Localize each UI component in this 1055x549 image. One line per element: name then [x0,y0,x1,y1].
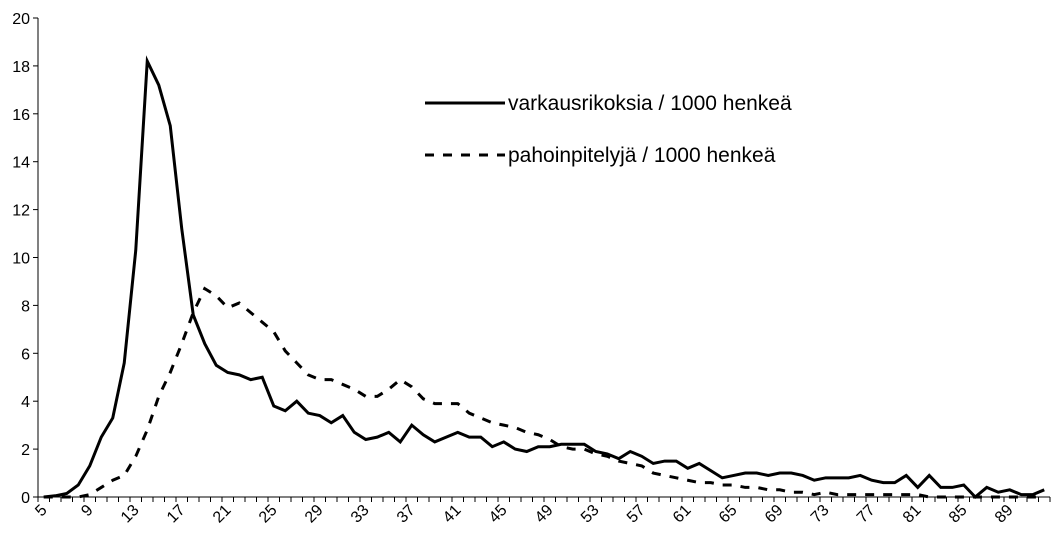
x-tick-label: 37 [394,502,419,527]
x-tick-label: 49 [532,502,557,527]
y-tick-label: 18 [12,59,30,76]
y-tick-label: 8 [21,298,30,315]
x-tick-label: 77 [854,502,879,527]
x-tick-label: 5 [32,502,50,520]
x-tick-label: 81 [900,502,925,527]
x-tick-label: 33 [348,502,373,527]
legend-label: pahoinpitelyjä / 1000 henkeä [508,144,776,167]
x-tick-label: 41 [440,502,465,527]
x-tick-label: 85 [946,502,971,527]
y-tick-label: 4 [21,394,30,411]
y-tick-label: 12 [12,203,30,220]
x-tick-label: 89 [992,502,1017,527]
x-tick-label: 29 [302,502,327,527]
x-tick-label: 61 [670,502,695,527]
y-tick-label: 2 [21,442,30,459]
y-tick-label: 16 [12,107,30,124]
x-tick-label: 21 [210,502,235,527]
y-tick-label: 0 [21,490,30,507]
x-tick-label: 69 [762,502,787,527]
x-tick-label: 25 [256,502,281,527]
y-tick-label: 14 [12,155,30,172]
x-tick-label: 73 [808,502,833,527]
y-tick-label: 20 [12,11,30,28]
x-tick-label: 17 [164,502,189,527]
x-tick-label: 13 [118,502,143,527]
x-tick-label: 65 [716,502,741,527]
x-tick-label: 57 [624,502,649,527]
x-tick-label: 53 [578,502,603,527]
legend-label: varkausrikoksia / 1000 henkeä [508,92,792,115]
series-line [43,286,1045,499]
y-tick-label: 10 [12,251,30,268]
y-tick-label: 6 [21,346,30,363]
x-tick-label: 45 [486,502,511,527]
x-tick-label: 9 [78,502,96,520]
series-line [43,55,1045,500]
